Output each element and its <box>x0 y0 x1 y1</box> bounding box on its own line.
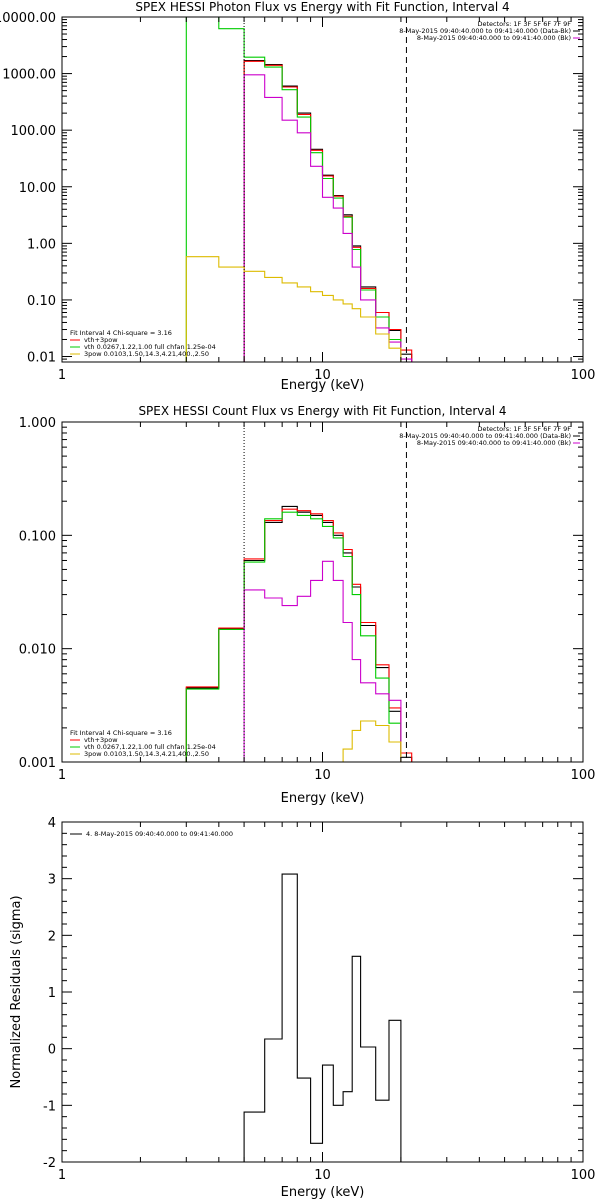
legend-text: vth 0.0267,1.22,1.00 full chfan 1.25e-04 <box>84 743 216 751</box>
y-tick-label: 2 <box>48 929 56 944</box>
y-tick-label: 0.001 <box>19 756 56 771</box>
x-tick-label: 1 <box>58 1168 66 1183</box>
x-axis-label: Energy (keV) <box>281 378 365 393</box>
chart-title: SPEX HESSI Count Flux vs Energy with Fit… <box>138 404 506 418</box>
legend-text: vth+3pow <box>84 336 118 344</box>
legend-text: 3pow 0.0103,1.50,14.3,4.21,400.,2.50 <box>84 350 209 358</box>
legend-text: 3pow 0.0103,1.50,14.3,4.21,400.,2.50 <box>84 750 209 758</box>
y-tick-label: -2 <box>43 1156 56 1171</box>
y-tick-label: 0 <box>48 1043 56 1058</box>
y-tick-label: 4 <box>48 816 56 831</box>
legend-text: Detectors: 1F 3F 5F 6F 7F 9F <box>477 20 571 28</box>
legend-text: 8-May-2015 09:40:40.000 to 09:41:40.000 … <box>417 439 571 447</box>
series-line-3 <box>243 560 402 762</box>
x-axis-label: Energy (keV) <box>281 1185 365 1200</box>
legend-text: vth 0.0267,1.22,1.00 full chfan 1.25e-04 <box>84 343 216 351</box>
y-tick-label: 0.01 <box>27 351 56 366</box>
x-tick-label: 100 <box>571 368 596 383</box>
legend-text: Fit Interval 4 Chi-square = 3.16 <box>70 729 172 737</box>
x-tick-label: 100 <box>571 768 596 783</box>
y-axis-label: Normalized Residuals (sigma) <box>9 895 24 1088</box>
series-line-2 <box>185 511 402 762</box>
series-line-4 <box>342 720 402 762</box>
chart-title: SPEX HESSI Photon Flux vs Energy with Fi… <box>135 0 509 14</box>
series-line-1 <box>185 508 413 762</box>
series-line-0 <box>243 873 402 1162</box>
plot-frame <box>61 421 584 763</box>
series-line-2 <box>185 17 402 362</box>
chart-count: SPEX HESSI Count Flux vs Energy with Fit… <box>19 404 596 806</box>
x-tick-label: 1 <box>58 768 66 783</box>
series-line-4 <box>185 256 402 362</box>
legend-text: 4. 8-May-2015 09:40:40.000 to 09:41:40.0… <box>86 830 233 838</box>
y-tick-label: 0.010 <box>19 643 56 658</box>
y-tick-label: 10000.00 <box>0 11 56 26</box>
series-line-0 <box>185 505 413 762</box>
x-tick-label: 10 <box>314 368 331 383</box>
y-tick-label: 1.000 <box>19 416 56 431</box>
chart-residuals: 1 10 100 -2 -1 0 1 2 3 4 Energy (keV) Normalized Re… <box>9 816 595 1200</box>
y-tick-label: 3 <box>48 873 56 888</box>
legend-text: vth+3pow <box>84 736 118 744</box>
y-tick-label: 10.00 <box>19 181 56 196</box>
y-tick-label: -1 <box>43 1099 56 1114</box>
y-tick-label: 1 <box>48 986 56 1001</box>
legend-text: 8-May-2015 09:40:40.000 to 09:41:40.000 … <box>399 432 571 440</box>
legend-text: 8-May-2015 09:40:40.000 to 09:41:40.000 … <box>417 34 571 42</box>
y-tick-label: 0.100 <box>19 529 56 544</box>
x-tick-label: 10 <box>314 1168 331 1183</box>
legend-text: 8-May-2015 09:40:40.000 to 09:41:40.000 … <box>399 27 571 35</box>
y-tick-label: 1000.00 <box>2 68 56 83</box>
y-tick-label: 1.00 <box>27 237 56 252</box>
x-tick-label: 10 <box>314 768 331 783</box>
chart-photon: SPEX HESSI Photon Flux vs Energy with Fi… <box>0 0 595 393</box>
series-line-3 <box>243 74 413 362</box>
legend-text: Fit Interval 4 Chi-square = 3.16 <box>70 329 172 337</box>
y-tick-label: 100.00 <box>11 124 57 139</box>
legend-text: Detectors: 1F 3F 5F 6F 7F 9F <box>477 425 571 433</box>
x-axis-label: Energy (keV) <box>281 791 365 806</box>
y-tick-label: 0.10 <box>27 294 56 309</box>
x-tick-label: 100 <box>571 1168 596 1183</box>
x-tick-label: 1 <box>58 368 66 383</box>
